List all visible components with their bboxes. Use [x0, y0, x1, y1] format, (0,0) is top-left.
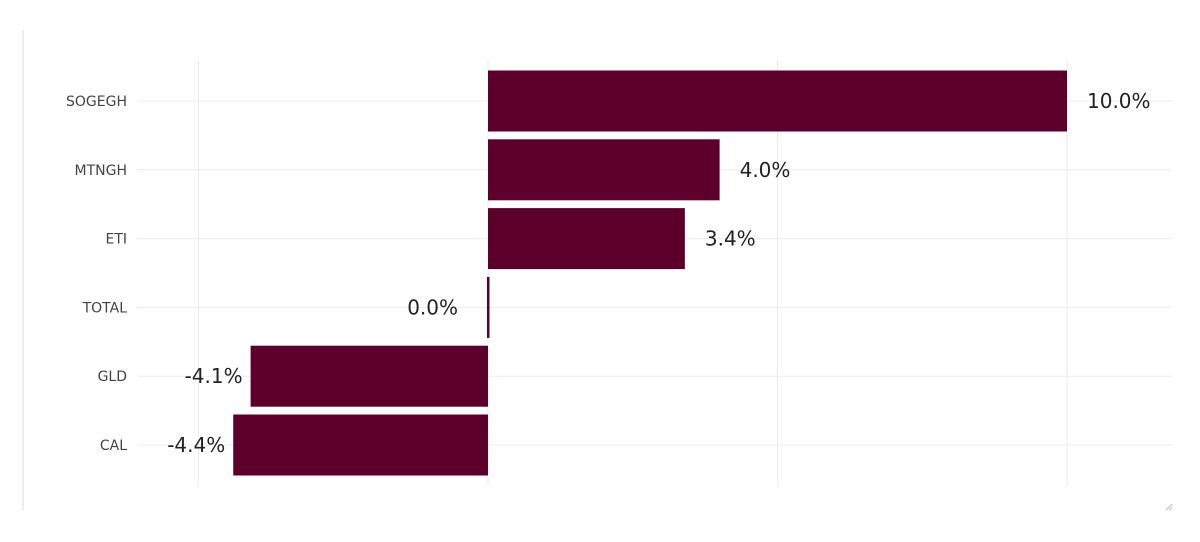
- category-label: TOTAL: [82, 300, 128, 316]
- category-label: MTNGH: [75, 163, 127, 179]
- labels: SOGEGH 10.0% MTNGH 4.0% ETI 3.4% TOTAL 0.0% GLD -…: [66, 89, 1151, 457]
- category-label: ETI: [105, 232, 127, 248]
- bar-mtngh[interactable]: [488, 139, 720, 201]
- bar-sogegh[interactable]: [488, 70, 1067, 132]
- category-label: SOGEGH: [66, 94, 127, 110]
- data-label: 4.0%: [740, 158, 791, 182]
- data-label: 3.4%: [705, 227, 756, 251]
- bar-eti[interactable]: [488, 208, 685, 270]
- data-label: 10.0%: [1087, 89, 1151, 113]
- data-label: -4.1%: [185, 364, 243, 388]
- bar-gld[interactable]: [250, 345, 488, 407]
- category-label: CAL: [100, 438, 127, 454]
- axis-lines: [22, 30, 1173, 511]
- bars: [233, 70, 1067, 476]
- data-label: -4.4%: [167, 433, 225, 457]
- resize-grip-icon[interactable]: [1165, 503, 1173, 511]
- data-label: 0.0%: [407, 295, 458, 319]
- category-label: GLD: [98, 369, 127, 385]
- bar-total[interactable]: [487, 276, 490, 338]
- bar-cal[interactable]: [233, 414, 488, 476]
